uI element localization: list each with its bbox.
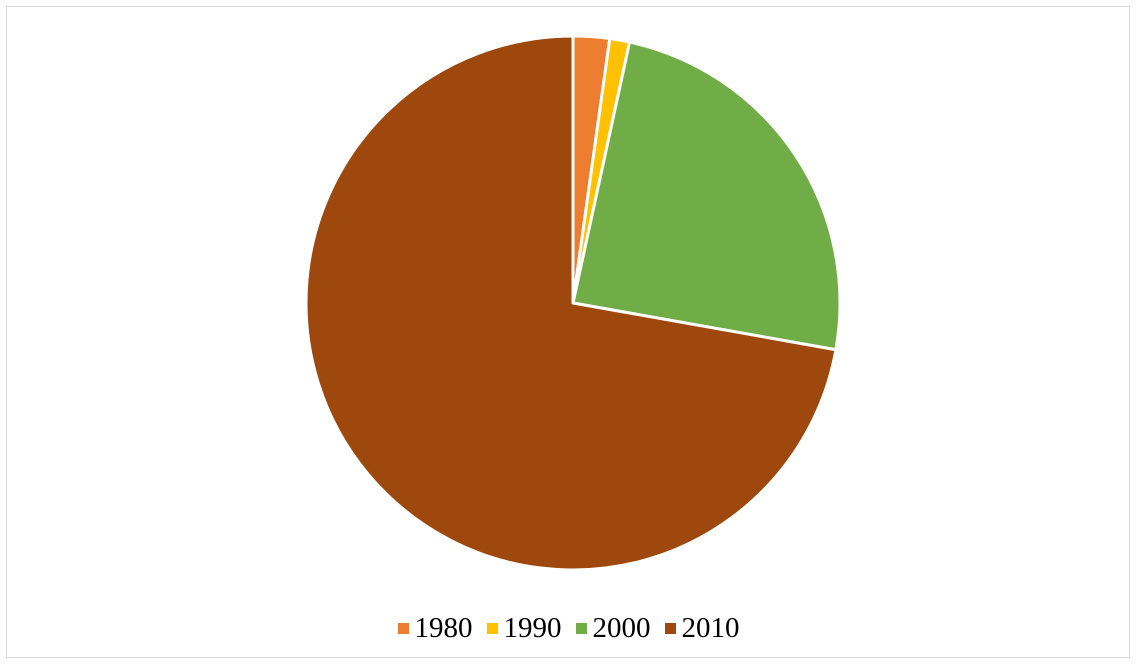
legend-item-2010: 2010 bbox=[664, 610, 740, 646]
pie-slices bbox=[304, 34, 842, 572]
legend-swatch bbox=[397, 622, 409, 634]
legend-swatch bbox=[575, 622, 587, 634]
legend-item-2000: 2000 bbox=[575, 610, 651, 646]
legend-label: 1990 bbox=[503, 612, 562, 644]
legend: 1980 1990 2000 2010 bbox=[0, 610, 1137, 646]
legend-item-1990: 1990 bbox=[486, 610, 562, 646]
legend-swatch bbox=[664, 622, 676, 634]
legend-label: 1980 bbox=[414, 612, 473, 644]
pie-slice-2000 bbox=[571, 40, 842, 352]
legend-label: 2010 bbox=[681, 612, 740, 644]
pie-slice-2010 bbox=[304, 34, 838, 572]
legend-item-1980: 1980 bbox=[397, 610, 473, 646]
legend-swatch bbox=[486, 622, 498, 634]
legend-label: 2000 bbox=[592, 612, 651, 644]
